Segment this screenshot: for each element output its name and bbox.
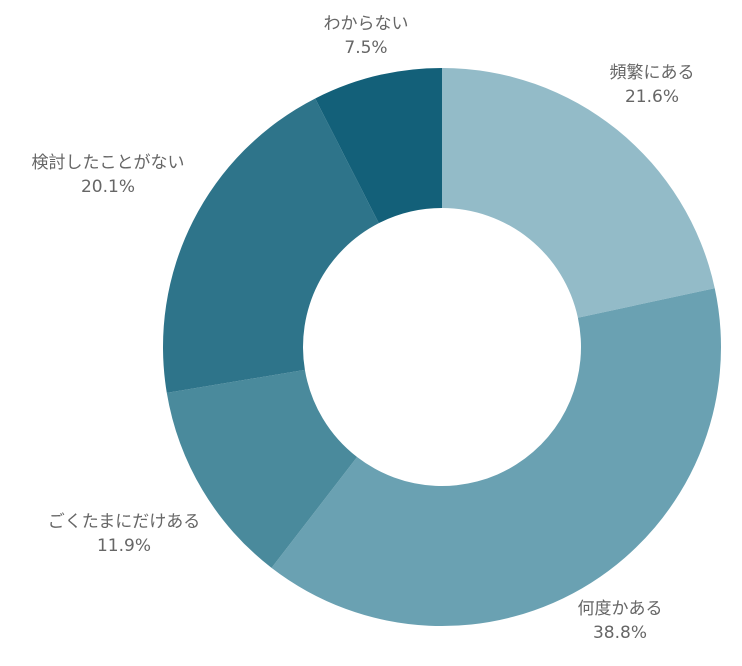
slice-value-label: 7.5% (344, 38, 387, 58)
slice-value-label: 21.6% (625, 87, 679, 107)
slice-label: 何度かある (578, 599, 663, 619)
donut-slice (442, 68, 715, 318)
slice-label: ごくたまにだけある (48, 512, 201, 532)
slice-label: 頻繁にある (610, 63, 695, 83)
slice-value-label: 38.8% (593, 623, 647, 643)
slice-label: わからない (324, 14, 409, 34)
donut-slice (163, 98, 379, 393)
donut-slice (271, 288, 721, 626)
slices-layer (163, 68, 721, 626)
donut-slice (315, 68, 442, 224)
donut-slice (166, 369, 358, 568)
slice-value-label: 20.1% (81, 177, 135, 197)
slice-value-label: 11.9% (97, 536, 151, 556)
labels-layer: 頻繁にある 21.6% 何度かある 38.8% ごくたまにだけある 11.9% 検討したこと… (32, 14, 695, 643)
slice-label: 検討したことがない (32, 153, 185, 173)
